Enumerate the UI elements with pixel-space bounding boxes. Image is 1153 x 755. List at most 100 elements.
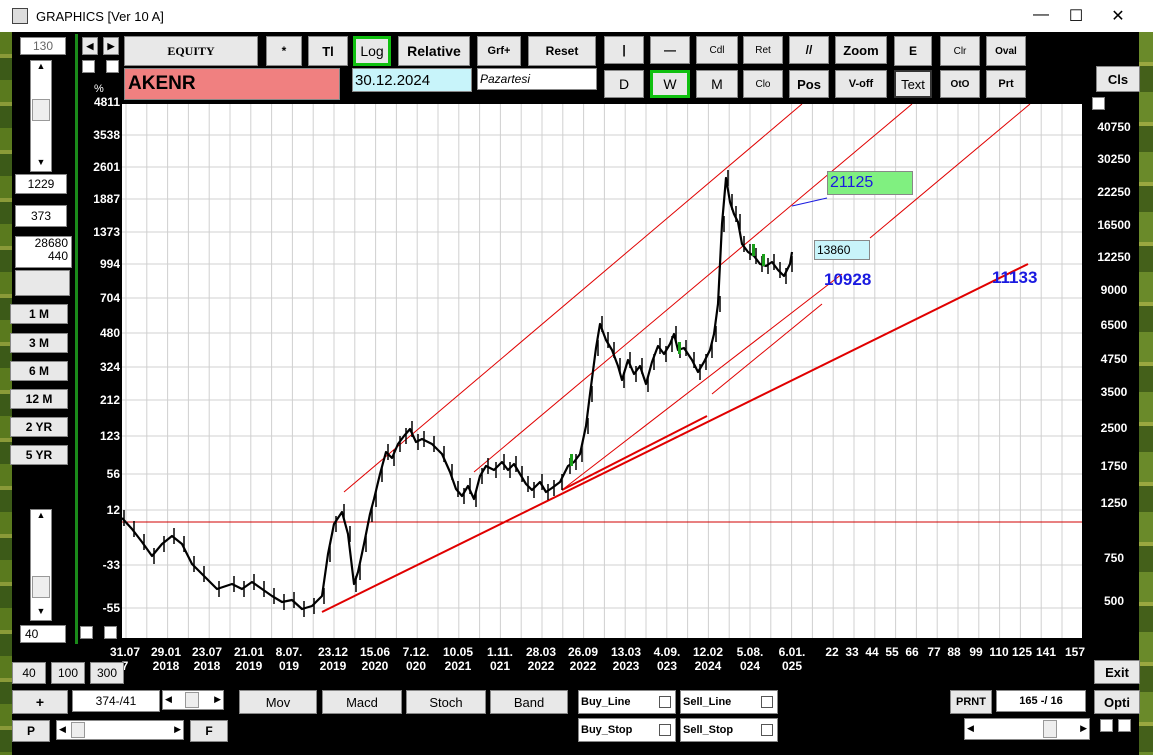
symbol-field[interactable]: AKENR <box>124 68 340 100</box>
minimize-icon[interactable]: — <box>1033 6 1049 23</box>
buy-line-option[interactable]: Buy_Line <box>578 690 676 714</box>
checkbox-top-left[interactable] <box>82 60 95 73</box>
e-button[interactable]: E <box>894 36 932 66</box>
clo-button[interactable]: Clo <box>743 70 783 98</box>
maximize-icon[interactable]: ☐ <box>1068 8 1084 25</box>
bottom-scrollbar[interactable]: ◀ ▶ <box>56 720 184 740</box>
opti-button[interactable]: Opti <box>1094 690 1140 714</box>
scroll-right-icon[interactable]: ▶ <box>103 37 119 55</box>
top-value-input[interactable]: 130 <box>20 37 66 55</box>
sell-stop-label: Sell_Stop <box>683 724 734 736</box>
daily-button[interactable]: D <box>604 70 644 98</box>
reset-button[interactable]: Reset <box>528 36 596 66</box>
y-axis-left-tick: 480 <box>99 326 120 340</box>
oto-button[interactable]: OtO <box>940 70 980 98</box>
prnt-button[interactable]: PRNT <box>950 690 992 714</box>
bars-100-button[interactable]: 100 <box>51 662 85 684</box>
add-button[interactable]: + <box>12 690 68 714</box>
current-price-label: 13860 <box>814 240 870 260</box>
parallel-lines-button[interactable]: // <box>789 36 829 64</box>
y-axis-left-tick: 2601 <box>93 160 120 174</box>
scroll-left-icon[interactable]: ◀ <box>82 37 98 55</box>
cls-button[interactable]: Cls <box>1096 66 1140 92</box>
zoom-button[interactable]: Zoom <box>835 36 887 64</box>
opt-checkbox-2[interactable] <box>1118 719 1131 732</box>
sell-line-checkbox[interactable] <box>761 696 773 708</box>
left-scrollbar-top[interactable]: ▲ ▼ <box>30 60 52 172</box>
f-button[interactable]: F <box>190 720 228 742</box>
right-checkbox[interactable] <box>1092 97 1105 110</box>
pos-button[interactable]: Pos <box>789 70 829 98</box>
bars-40-button[interactable]: 40 <box>12 662 46 684</box>
cdl-button[interactable]: Cdl <box>696 36 738 64</box>
range-scrollbar[interactable]: ◀ ▶ <box>162 690 224 710</box>
y-axis-left-tick: -55 <box>102 601 120 615</box>
star-button[interactable]: * <box>266 36 302 66</box>
y-axis-right-tick: 30250 <box>1097 152 1131 166</box>
close-icon[interactable]: ✕ <box>1111 8 1125 25</box>
buy-line-checkbox[interactable] <box>659 696 671 708</box>
exit-button[interactable]: Exit <box>1094 660 1140 684</box>
log-button[interactable]: Log <box>353 36 391 66</box>
tl-button[interactable]: Tl <box>308 36 348 66</box>
macd-button[interactable]: Macd <box>322 690 402 714</box>
green-candle <box>570 454 573 466</box>
period-12m-button[interactable]: 12 M <box>10 389 68 409</box>
period-1m-button[interactable]: 1 M <box>10 304 68 324</box>
y-axis-left-tick: 1887 <box>93 192 120 206</box>
text-button[interactable]: Text <box>894 70 932 98</box>
y-axis-left-tick: 212 <box>99 393 120 407</box>
x-axis-tick: 110 <box>989 645 1009 659</box>
x-axis-tick: 44 <box>865 645 879 659</box>
mov-button[interactable]: Mov <box>239 690 317 714</box>
oval-button[interactable]: Oval <box>986 36 1026 66</box>
x-axis-tick: 6.01. 025 <box>778 645 806 673</box>
prt-button[interactable]: Prt <box>986 70 1026 98</box>
sell-stop-option[interactable]: Sell_Stop <box>680 718 778 742</box>
date-field[interactable]: 30.12.2024 <box>352 68 472 92</box>
monthly-button[interactable]: M <box>696 70 738 98</box>
price-chart[interactable] <box>122 104 1082 638</box>
horizontal-line-button[interactable]: — <box>650 36 690 64</box>
grf-plus-button[interactable]: Grf+ <box>477 36 521 66</box>
clr-button[interactable]: Clr <box>940 36 980 66</box>
y-axis-right-tick: 22250 <box>1097 185 1131 199</box>
vertical-line-button[interactable]: | <box>604 36 644 64</box>
right-bottom-scrollbar[interactable]: ◀ ▶ <box>964 718 1090 740</box>
y-axis-left-tick: 324 <box>99 360 120 374</box>
v-off-button[interactable]: V-off <box>835 70 887 98</box>
y-axis-right-tick: 12250 <box>1097 250 1131 264</box>
checkbox-top-right[interactable] <box>106 60 119 73</box>
period-3m-button[interactable]: 3 M <box>10 333 68 353</box>
period-2yr-button[interactable]: 2 YR <box>10 417 68 437</box>
checkbox-bottom-left[interactable] <box>80 626 93 639</box>
x-axis-tick: 13.03 2023 <box>610 645 642 673</box>
p-button[interactable]: P <box>12 720 50 742</box>
left-blank-button[interactable] <box>15 270 70 296</box>
weekly-button[interactable]: W <box>650 70 690 98</box>
equity-button[interactable]: EQUITY <box>124 36 258 66</box>
period-5yr-button[interactable]: 5 YR <box>10 445 68 465</box>
ret-button[interactable]: Ret <box>743 36 783 64</box>
left-scrollbar-bottom[interactable]: ▲ ▼ <box>30 509 52 621</box>
opt-checkbox-1[interactable] <box>1100 719 1113 732</box>
x-axis-tick: 12.02 2024 <box>692 645 724 673</box>
target-pointer <box>791 197 828 207</box>
stoch-button[interactable]: Stoch <box>406 690 486 714</box>
bottom-value-input[interactable]: 40 <box>20 625 66 643</box>
green-candle <box>752 244 755 256</box>
sell-stop-checkbox[interactable] <box>761 724 773 736</box>
period-6m-button[interactable]: 6 M <box>10 361 68 381</box>
y-axis-right-tick: 40750 <box>1097 120 1131 134</box>
y-axis-left-tick: 56 <box>106 467 120 481</box>
y-axis-right-tick: 16500 <box>1097 218 1131 232</box>
sell-line-option[interactable]: Sell_Line <box>680 690 778 714</box>
checkbox-bottom-right[interactable] <box>104 626 117 639</box>
buy-stop-option[interactable]: Buy_Stop <box>578 718 676 742</box>
x-axis-tick: 28.03 2022 <box>525 645 557 673</box>
band-button[interactable]: Band <box>490 690 568 714</box>
buy-stop-checkbox[interactable] <box>659 724 671 736</box>
sell-line-label: Sell_Line <box>683 696 732 708</box>
relative-button[interactable]: Relative <box>398 36 470 66</box>
bars-300-button[interactable]: 300 <box>90 662 124 684</box>
